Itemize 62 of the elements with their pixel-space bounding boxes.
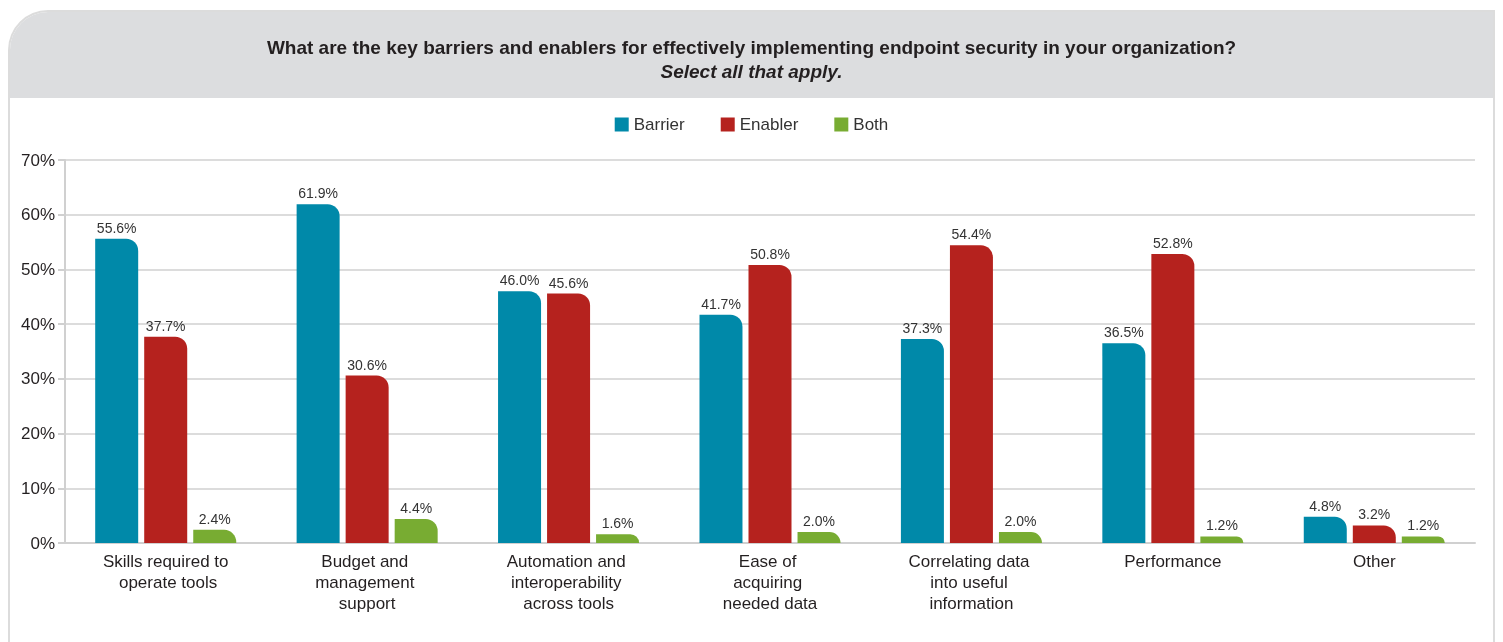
bar — [596, 534, 640, 543]
legend-label: Barrier — [633, 115, 686, 134]
data-label: 46.0% — [499, 272, 540, 289]
x-tick-label: Performance — [1124, 552, 1222, 571]
bar — [699, 314, 743, 543]
bar — [900, 338, 944, 543]
bar — [1200, 536, 1244, 543]
y-tick-label: 70% — [20, 150, 55, 170]
data-label: 4.4% — [400, 499, 433, 516]
data-label: 54.4% — [951, 226, 992, 243]
y-tick-label: 40% — [20, 314, 55, 334]
legend-label: Enabler — [739, 115, 799, 134]
x-tick-label: Other — [1353, 552, 1396, 571]
bar — [144, 336, 188, 543]
data-label: 37.7% — [145, 317, 186, 334]
y-tick-label: 0% — [30, 533, 55, 553]
x-tick-label: Skills required to operate tools — [102, 552, 229, 592]
data-label: 41.7% — [701, 295, 741, 312]
bar — [394, 518, 438, 543]
y-tick-label: 60% — [20, 205, 55, 225]
x-tick-label: Budget and management support — [315, 552, 420, 613]
bar — [1303, 516, 1347, 543]
y-tick-label: 50% — [20, 259, 55, 279]
x-tick-label: Ease of acquiring needed data — [722, 552, 818, 613]
y-tick-label: 20% — [20, 424, 55, 444]
bar — [95, 238, 139, 543]
x-tick-label: Automation and interoperability across tools — [506, 552, 631, 613]
bar — [748, 265, 792, 543]
bar — [296, 204, 340, 543]
chart-subtitle: Select all that apply. — [660, 61, 843, 82]
data-label: 52.8% — [1153, 235, 1193, 252]
data-label: 2.4% — [198, 510, 231, 527]
data-label: 50.8% — [750, 246, 790, 263]
data-label: 45.6% — [548, 274, 589, 291]
bar — [1102, 343, 1146, 543]
y-tick-label: 30% — [20, 369, 55, 389]
bar — [1401, 536, 1445, 543]
data-label: 2.0% — [1004, 513, 1037, 530]
data-label: 55.6% — [96, 219, 137, 236]
chart-title: What are the key barriers and enablers for effectively implementing endpoint security in your organization? — [266, 37, 1237, 58]
bar — [345, 375, 389, 543]
bar — [498, 291, 542, 543]
data-label: 1.2% — [1407, 517, 1440, 534]
data-label: 4.8% — [1309, 497, 1342, 514]
data-label: 2.0% — [803, 513, 835, 530]
bar — [1352, 525, 1396, 543]
bar — [797, 532, 841, 543]
bar — [1151, 254, 1195, 543]
bar — [193, 529, 237, 543]
data-label: 3.2% — [1358, 506, 1391, 523]
data-label: 30.6% — [347, 356, 387, 373]
data-label: 37.3% — [902, 319, 943, 336]
legend-label: Both — [853, 115, 889, 134]
bar — [949, 245, 993, 543]
data-label: 1.2% — [1205, 517, 1238, 534]
data-label: 61.9% — [298, 185, 338, 202]
data-label: 36.5% — [1103, 324, 1144, 341]
x-tick-label: Correlating data into useful information — [908, 552, 1035, 613]
y-tick-label: 10% — [20, 478, 55, 498]
bar — [998, 532, 1042, 543]
bar — [547, 293, 591, 543]
data-label: 1.6% — [601, 515, 634, 532]
